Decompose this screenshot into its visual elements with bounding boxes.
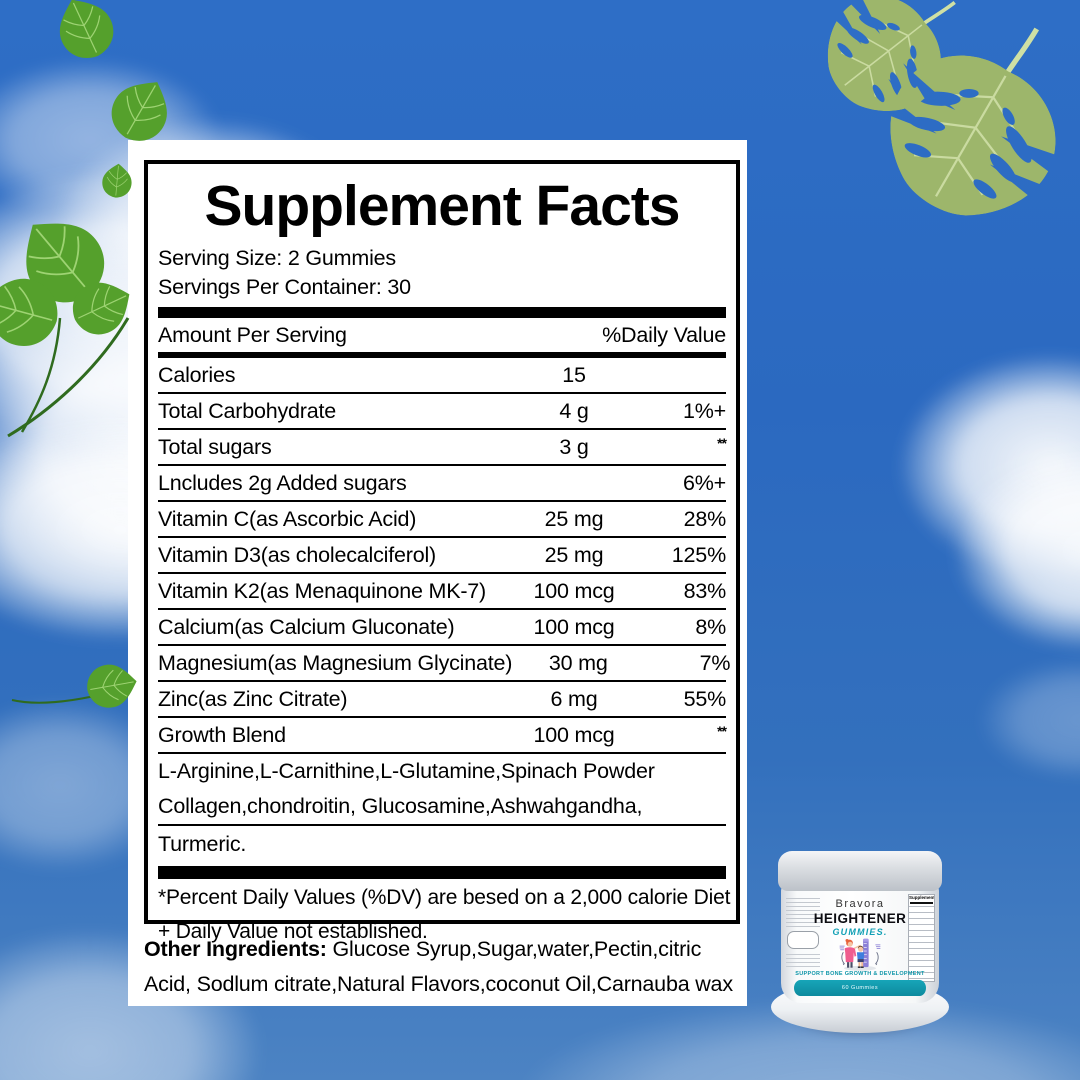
footnote: + Daily Value not established. <box>158 920 428 943</box>
nutrient-dv: 1%+ <box>682 398 726 423</box>
nutrient-dv: ** <box>717 723 727 739</box>
nutrient-name: Vitamin C(as Ascorbic Acid) <box>158 506 417 531</box>
nutrient-dv: 83% <box>683 578 727 603</box>
supplement-facts-panel: Supplement Facts Serving Size: 2 Gummies… <box>128 140 747 1006</box>
nutrient-amount: 100 mcg <box>533 578 615 603</box>
monstera-leaf-icon <box>803 0 990 136</box>
nutrient-dv: 125% <box>671 542 726 567</box>
facts-title: Supplement Facts <box>204 174 681 238</box>
serving-size: Serving Size: 2 Gummies <box>158 246 396 270</box>
facts-row: Total Carbohydrate 4 g 1%+ <box>158 394 726 430</box>
jar-side-text <box>786 895 820 927</box>
divider-thick <box>158 866 726 879</box>
nutrient-name: Zinc(as Zinc Citrate) <box>158 686 348 711</box>
nutrient-amount: 4 g <box>559 398 589 423</box>
jar-side-text <box>786 951 820 969</box>
column-header-row: Amount Per Serving %Daily Value <box>158 318 726 352</box>
nutrient-amount: 15 <box>562 362 586 387</box>
nutrient-name: Magnesium(as Magnesium Glycinate) <box>158 650 513 675</box>
growth-blend-ingredients: L-Arginine,L-Carnithine,L-Glutamine,Spin… <box>158 759 655 783</box>
facts-row: Vitamin D3(as cholecalciferol) 25 mg 125% <box>158 538 726 574</box>
leaf-icon <box>47 0 123 68</box>
facts-row: Total sugars 3 g ** <box>158 430 727 466</box>
monstera-leaf-icon <box>858 0 1080 247</box>
nutrient-dv: 28% <box>683 506 727 531</box>
nutrient-dv: 7% <box>699 650 731 675</box>
daily-value-header: %Daily Value <box>602 322 726 347</box>
nutrient-amount: 25 mg <box>544 506 604 531</box>
facts-row: Growth Blend 100 mcg ** <box>158 718 727 754</box>
amount-per-serving-header: Amount Per Serving <box>158 322 347 347</box>
count-band: 60 Gummies <box>794 980 926 996</box>
nutrient-dv: ** <box>717 435 727 451</box>
nutrient-amount: 6 mg <box>550 686 598 711</box>
facts-row: Zinc(as Zinc Citrate) 6 mg 55% <box>158 682 726 718</box>
jar-mini-facts-bar <box>910 902 933 904</box>
cloud <box>980 660 1080 780</box>
jar-body: Supplement Bravora HEIGHTENER GUMMIES. <box>781 885 939 1003</box>
growth-blend-ingredients: Collagen,chondroitin, Glucosamine,Ashwah… <box>158 794 643 818</box>
product-type: GUMMIES. <box>832 927 888 937</box>
servings-per-container: Servings Per Container: 30 <box>158 275 411 299</box>
product-tagline: SUPPORT BONE GROWTH & DEVELOPMENT <box>795 971 925 977</box>
jar-mini-facts-title: Supplement <box>909 895 934 901</box>
facts-row: Magnesium(as Magnesium Glycinate) 30 mg 7% <box>158 646 730 682</box>
facts-row: Calories 15 <box>158 358 726 394</box>
jar-mini-supplement-facts: Supplement <box>908 894 935 982</box>
product-jar: Supplement Bravora HEIGHTENER GUMMIES. <box>766 845 954 1045</box>
growth-blend-ingredients: Turmeric. <box>158 824 726 863</box>
facts-row: Vitamin K2(as Menaquinone MK-7) 100 mcg 83… <box>158 574 726 610</box>
facts-row: Calcium(as Calcium Gluconate) 100 mcg 8% <box>158 610 726 646</box>
nutrient-dv: 55% <box>683 686 727 711</box>
other-ingredients-label: Other Ingredients: <box>144 937 327 961</box>
footnote: *Percent Daily Values (%DV) are besed on… <box>158 886 731 909</box>
nutrient-name: Calcium(as Calcium Gluconate) <box>158 614 455 639</box>
nutrient-amount: 100 mcg <box>533 614 615 639</box>
other-ingredients: Other Ingredients: Glucose Syrup,Sugar,w… <box>144 932 735 1002</box>
jar-lid <box>778 851 942 891</box>
facts-row: Lncludes 2g Added sugars 6%+ <box>158 466 726 502</box>
other-ingredients-text: Glucose Syrup,Sugar,water,Pectin,citric … <box>144 937 733 996</box>
jar-side-badge <box>787 931 819 949</box>
nutrient-amount: 30 mg <box>548 650 608 675</box>
facts-box: Supplement Facts Serving Size: 2 Gummies… <box>144 160 740 943</box>
nutrient-name: Vitamin K2(as Menaquinone MK-7) <box>158 578 487 603</box>
nutrient-dv: 6%+ <box>682 470 726 495</box>
facts-rows: Calories 15 Total Carbohydrate 4 g 1%+ Tota… <box>158 358 730 754</box>
divider-medium <box>158 352 726 358</box>
nutrient-name: Growth Blend <box>158 722 286 747</box>
nutrient-name: Lncludes 2g Added sugars <box>158 470 407 495</box>
nutrient-dv: 8% <box>695 614 726 639</box>
nutrient-name: Total sugars <box>158 434 272 459</box>
nutrient-amount: 25 mg <box>544 542 604 567</box>
brand-name: Bravora <box>835 898 885 910</box>
nutrient-name: Vitamin D3(as cholecalciferol) <box>158 542 436 567</box>
nutrient-amount: 100 mcg <box>533 722 615 747</box>
product-name: HEIGHTENER <box>813 911 907 926</box>
nutrient-name: Calories <box>158 362 236 387</box>
height-measuring-illustration <box>839 938 881 971</box>
nutrient-name: Total Carbohydrate <box>158 398 337 423</box>
divider-thick <box>158 307 726 318</box>
nutrient-amount: 3 g <box>559 434 589 459</box>
facts-row: Vitamin C(as Ascorbic Acid) 25 mg 28% <box>158 502 726 538</box>
